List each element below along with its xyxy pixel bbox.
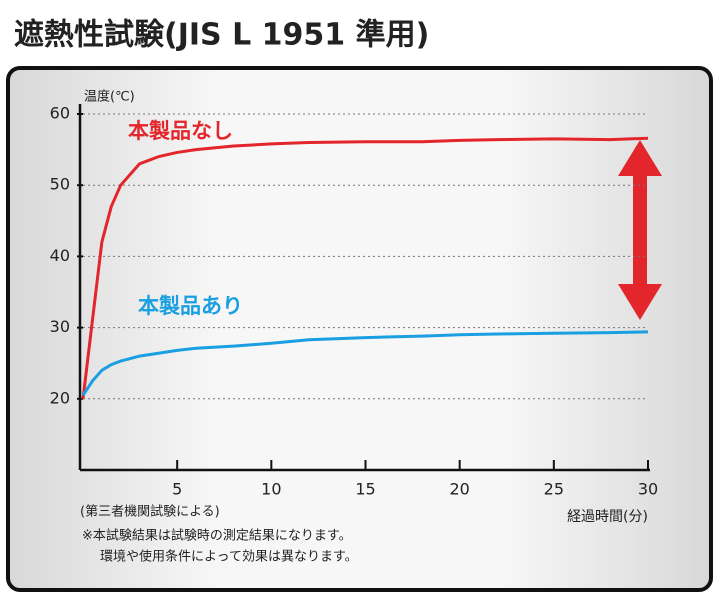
y-tick-label: 30	[50, 317, 70, 336]
series-label: 本製品なし	[128, 119, 233, 143]
x-tick-label: 30	[638, 480, 658, 499]
note: (第三者機関試験による)	[80, 504, 220, 520]
difference-arrow	[618, 140, 662, 320]
x-tick-label: 25	[544, 480, 564, 499]
y-tick-label: 50	[50, 175, 70, 194]
x-axis-label: 経過時間(分)	[567, 509, 648, 525]
series-line	[81, 136, 649, 399]
series-label: 本製品あり	[138, 294, 243, 318]
y-tick-label: 20	[50, 388, 70, 407]
chart-frame	[6, 66, 713, 592]
y-axis-label: 温度(℃)	[84, 89, 135, 105]
x-tick-label: 20	[449, 480, 469, 499]
note: ※本試験結果は試験時の測定結果になります。	[82, 528, 352, 544]
y-tick-label: 60	[50, 104, 70, 123]
series-line	[81, 330, 649, 397]
x-tick-label: 15	[355, 480, 375, 499]
x-tick-label: 10	[261, 480, 281, 499]
chart-title: 遮熱性試験(JIS L 1951 準用)	[14, 18, 429, 53]
y-tick-label: 40	[50, 246, 70, 265]
note: 環境や使用条件によって効果は異なります。	[100, 549, 358, 565]
x-tick-label: 5	[172, 480, 182, 499]
